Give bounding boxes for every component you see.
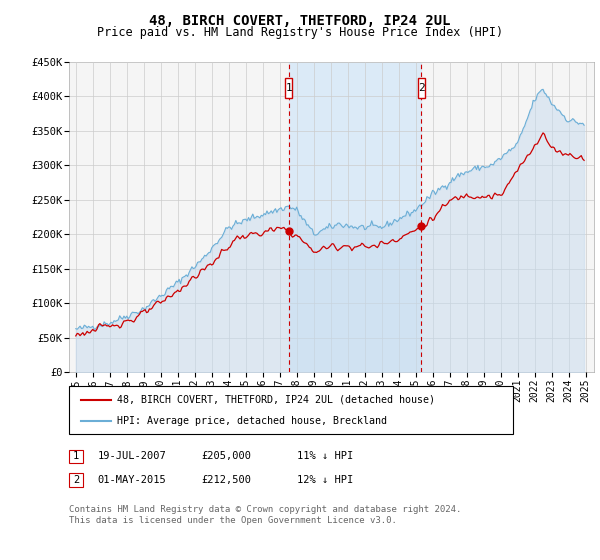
Text: 1: 1	[73, 451, 79, 461]
Text: £212,500: £212,500	[201, 475, 251, 485]
Text: 11% ↓ HPI: 11% ↓ HPI	[297, 451, 353, 461]
FancyBboxPatch shape	[285, 78, 292, 97]
Text: Contains HM Land Registry data © Crown copyright and database right 2024.
This d: Contains HM Land Registry data © Crown c…	[69, 505, 461, 525]
Text: 1: 1	[286, 83, 292, 93]
Text: £205,000: £205,000	[201, 451, 251, 461]
Text: Price paid vs. HM Land Registry's House Price Index (HPI): Price paid vs. HM Land Registry's House …	[97, 26, 503, 39]
Text: 12% ↓ HPI: 12% ↓ HPI	[297, 475, 353, 485]
Bar	[289, 62, 421, 372]
Text: 2: 2	[418, 83, 425, 93]
Text: 2: 2	[73, 475, 79, 485]
Text: HPI: Average price, detached house, Breckland: HPI: Average price, detached house, Brec…	[117, 416, 387, 426]
Text: 01-MAY-2015: 01-MAY-2015	[98, 475, 167, 485]
FancyBboxPatch shape	[418, 78, 425, 97]
Text: 19-JUL-2007: 19-JUL-2007	[98, 451, 167, 461]
Text: 48, BIRCH COVERT, THETFORD, IP24 2UL: 48, BIRCH COVERT, THETFORD, IP24 2UL	[149, 14, 451, 28]
Text: 48, BIRCH COVERT, THETFORD, IP24 2UL (detached house): 48, BIRCH COVERT, THETFORD, IP24 2UL (de…	[117, 395, 435, 405]
